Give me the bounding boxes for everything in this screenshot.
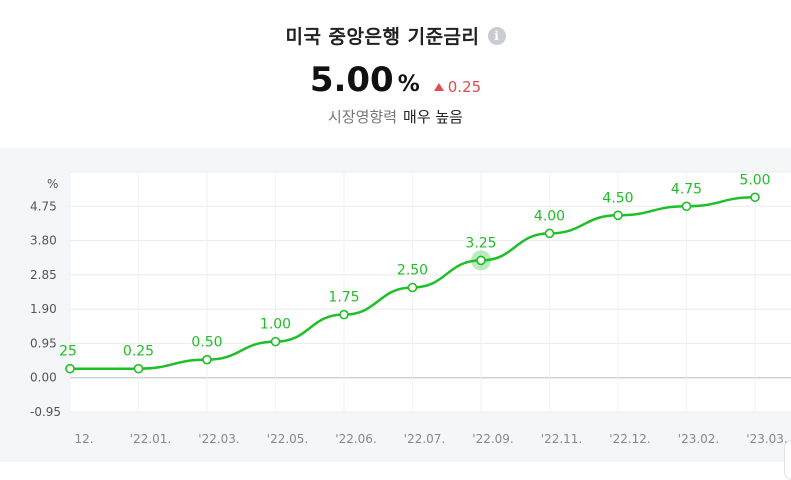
indicator-header: 미국 중앙은행 기준금리 i 5.00 % 0.25 시장영향력 매우 높음 [0, 0, 791, 148]
y-tick-label: 1.90 [30, 302, 57, 316]
x-tick-label: '22.06. [335, 432, 376, 446]
data-point [476, 255, 486, 266]
data-point [202, 354, 212, 365]
info-icon[interactable]: i [487, 26, 506, 45]
plot-background [70, 172, 791, 412]
data-label: 0.50 [191, 335, 222, 351]
x-tick-label: '23.03. [746, 432, 787, 446]
rate-change-value: 0.25 [447, 78, 482, 96]
data-label: 4.00 [534, 208, 565, 224]
rate-line-chart[interactable]: % 4.75 3.80 2.85 1.90 0.95 0.00 -0.95 12. '22.01.… [0, 148, 791, 462]
market-impact-value: 매우 높음 [403, 108, 463, 126]
title-row: 미국 중앙은행 기준금리 i [0, 22, 791, 49]
x-tick-label: '22.03. [198, 432, 239, 446]
data-label: 5.00 [739, 172, 770, 188]
data-label: 1.00 [260, 317, 291, 333]
y-tick-label: 0.95 [30, 336, 57, 350]
data-point [407, 282, 418, 293]
x-tick-label: '22.11. [541, 432, 582, 446]
data-label: 3.25 [465, 235, 496, 251]
chart-scroll-handle[interactable] [784, 440, 791, 480]
y-tick-label: -0.95 [30, 405, 61, 419]
x-tick-label: '22.07. [404, 432, 445, 446]
market-impact-row: 시장영향력 매우 높음 [0, 106, 791, 127]
x-tick-label: '22.01. [130, 432, 171, 446]
indicator-title: 미국 중앙은행 기준금리 [285, 26, 480, 48]
x-tick-label: '23.02. [678, 432, 719, 446]
x-tick-label: '22.05. [267, 432, 308, 446]
data-point [613, 210, 623, 221]
chart-area: % 4.75 3.80 2.85 1.90 0.95 0.00 -0.95 12. '22.01.… [0, 148, 791, 480]
y-tick-label: 2.85 [30, 268, 57, 282]
data-point [133, 363, 144, 374]
data-point [65, 363, 75, 374]
up-triangle-icon [433, 83, 444, 91]
data-label: 4.50 [602, 190, 633, 206]
x-tick-label: 12. [74, 432, 93, 446]
value-row: 5.00 % 0.25 [0, 60, 791, 100]
data-label: 25 [59, 344, 77, 360]
data-label: 4.75 [671, 181, 702, 197]
data-point [270, 336, 281, 347]
y-tick-label: 0.00 [30, 371, 57, 385]
x-tick-label: '22.12. [609, 432, 650, 446]
data-label: 2.50 [397, 262, 428, 278]
rate-change: 0.25 [433, 78, 482, 96]
data-point [750, 192, 760, 203]
data-point [681, 201, 692, 212]
x-tick-label: '22.09. [472, 432, 513, 446]
market-impact-label: 시장영향력 [328, 108, 398, 126]
data-point [544, 228, 555, 239]
y-tick-label: 4.75 [30, 199, 57, 213]
y-tick-label: 3.80 [30, 234, 57, 248]
y-axis-unit: % [47, 177, 58, 191]
current-rate-unit: % [397, 72, 420, 97]
data-label: 0.25 [123, 344, 154, 360]
current-rate-value: 5.00 [309, 60, 394, 100]
data-label: 1.75 [328, 290, 359, 306]
data-point [339, 309, 349, 320]
